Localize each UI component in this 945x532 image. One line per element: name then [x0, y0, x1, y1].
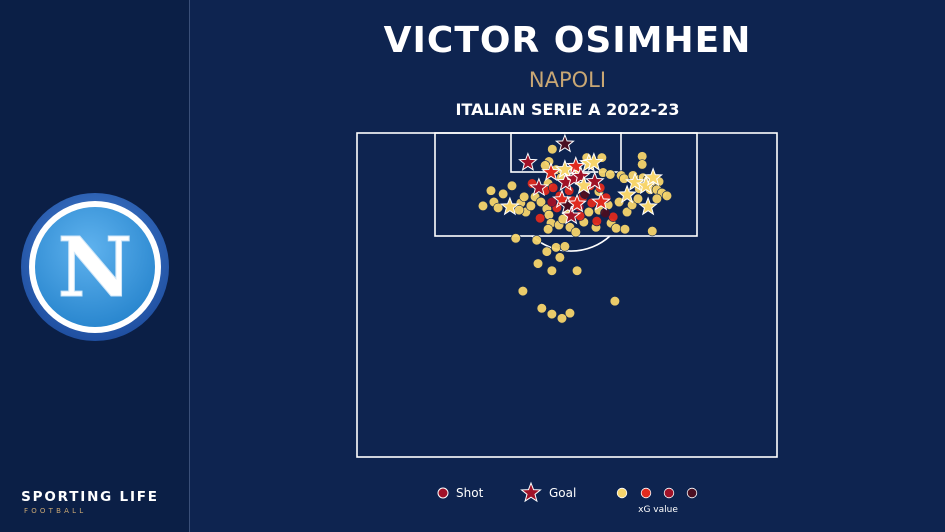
- shot-point-94: [591, 216, 602, 227]
- shot-point-4: [637, 159, 648, 170]
- goal-point-0: [554, 133, 575, 153]
- shot-point-67: [517, 286, 529, 297]
- logo-letter: N: [58, 220, 133, 316]
- shot-point-53: [611, 223, 622, 234]
- shot-point-60: [541, 246, 552, 257]
- shot-point-65: [546, 265, 557, 276]
- shot-point-63: [554, 252, 565, 263]
- shot-point-64: [532, 258, 544, 269]
- goal-point-9: [570, 165, 591, 185]
- goal-point-16: [567, 193, 587, 213]
- goal-point-1: [518, 152, 538, 171]
- shot-point-32: [506, 180, 518, 191]
- shot-point-72: [556, 313, 568, 324]
- shot-point-27: [477, 200, 489, 211]
- shot-marks: [477, 133, 673, 324]
- goal-point-12: [528, 177, 549, 197]
- goal-point-3: [565, 155, 586, 175]
- competition-subtitle: ITALIAN SERIE A 2022-23: [455, 100, 680, 119]
- shot-point-69: [546, 309, 557, 320]
- team-subtitle: NAPOLI: [528, 68, 607, 92]
- shot-point-6: [540, 160, 551, 171]
- napoli-logo: N: [21, 193, 169, 341]
- shot-point-71: [609, 296, 620, 307]
- sidebar: N SPORTING LIFE FOOTBALL: [0, 0, 190, 532]
- goal-point-19: [625, 172, 645, 192]
- legend-shot-marker: [437, 487, 449, 499]
- shot-point-66: [571, 265, 583, 276]
- legend-goal-marker: [520, 481, 542, 503]
- shot-point-26: [651, 193, 662, 204]
- shot-point-31: [498, 188, 509, 200]
- shot-point-70: [564, 308, 576, 319]
- goal-point-15: [561, 205, 582, 225]
- shot-map: Shot Goal xG value: [356, 132, 778, 515]
- goal-point-17: [591, 191, 611, 211]
- goal-point-11: [584, 171, 605, 191]
- brand-name: SPORTING LIFE: [21, 489, 159, 505]
- shot-point-12: [605, 169, 616, 180]
- main-panel: VICTOR OSIMHEN NAPOLI ITALIAN SERIE A 20…: [190, 0, 945, 532]
- goal-point-5: [583, 152, 604, 171]
- shot-point-30: [485, 185, 497, 196]
- shot-point-25: [661, 190, 673, 201]
- page-title: VICTOR OSIMHEN: [383, 20, 752, 61]
- brand-subtitle: FOOTBALL: [24, 507, 87, 515]
- shot-point-61: [550, 242, 562, 253]
- shot-point-59: [531, 235, 542, 246]
- shot-point-41: [543, 224, 554, 235]
- legend-xg-swatch-1: [640, 487, 652, 499]
- shot-point-14: [619, 173, 630, 184]
- legend-xg-label: xG value: [638, 505, 678, 515]
- shot-point-68: [536, 303, 547, 314]
- legend-xg-swatch-2: [663, 487, 675, 499]
- goal-point-22: [638, 196, 658, 216]
- legend-xg-swatch-3: [686, 487, 698, 499]
- shot-point-55: [570, 227, 581, 238]
- goal-point-10: [573, 175, 594, 195]
- goal-point-23: [617, 184, 637, 204]
- shot-point-57: [647, 226, 658, 237]
- shot-point-100: [600, 207, 611, 219]
- shot-point-91: [535, 213, 546, 224]
- shot-point-35: [525, 200, 536, 211]
- shot-point-37: [535, 196, 547, 208]
- goal-point-6: [541, 162, 561, 181]
- legend-shot-label: Shot: [456, 486, 484, 500]
- shot-point-80: [632, 193, 644, 204]
- goal-point-21: [643, 167, 664, 187]
- goal-point-20: [636, 175, 656, 195]
- logo-inner-disc: [35, 207, 155, 327]
- shot-point-46: [583, 206, 594, 218]
- goal-point-18: [499, 196, 520, 216]
- shot-point-99: [546, 196, 557, 208]
- shot-point-62: [559, 241, 571, 252]
- shot-point-58: [510, 233, 521, 244]
- legend-goal-label: Goal: [549, 486, 576, 500]
- shot-point-56: [619, 224, 631, 235]
- shot-point-29: [493, 202, 504, 213]
- shot-point-49: [613, 196, 625, 208]
- shot-point-82: [548, 182, 559, 193]
- legend: Shot Goal xG value: [437, 481, 698, 515]
- legend-xg-swatch-0: [616, 487, 628, 499]
- shot-point-75: [519, 191, 530, 202]
- legend-xg-scale: [616, 487, 698, 499]
- shot-point-0: [547, 144, 558, 155]
- shot-point-50: [621, 206, 633, 218]
